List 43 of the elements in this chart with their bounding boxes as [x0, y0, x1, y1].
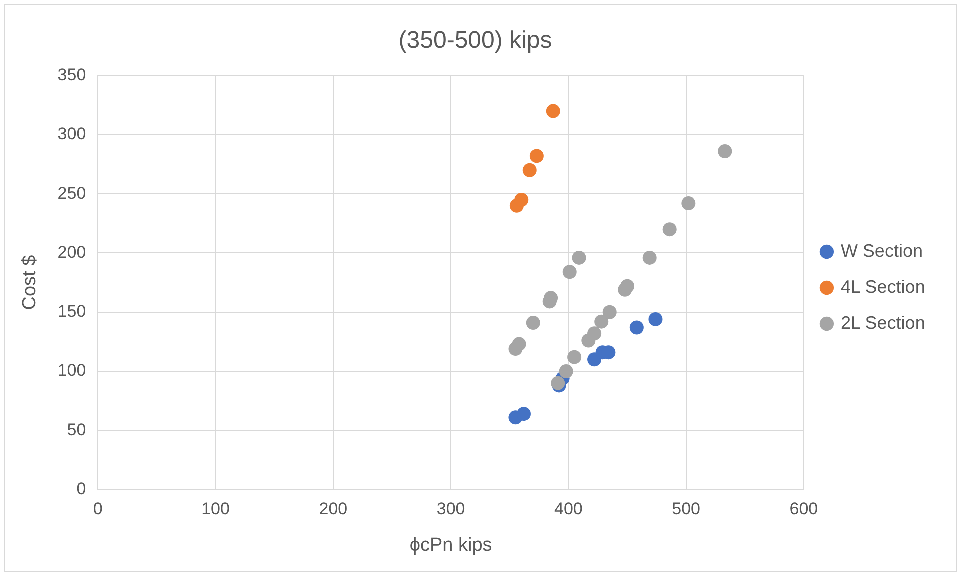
y-axis-title: Cost $ [20, 254, 41, 310]
point [559, 364, 574, 379]
legend-label: 4L Section [840, 276, 926, 297]
y-tick-label: 350 [58, 65, 86, 84]
point [602, 305, 617, 320]
point [551, 376, 566, 390]
point [648, 312, 663, 326]
y-tick-label: 100 [58, 361, 86, 380]
y-tick-label: 50 [67, 420, 86, 440]
point [568, 350, 582, 364]
x-axis-title: ϕcPn kips [410, 534, 492, 556]
point [588, 326, 602, 341]
point [562, 265, 577, 280]
point [546, 104, 560, 118]
point [572, 250, 586, 265]
x-tick-label: 600 [790, 500, 818, 519]
point [512, 337, 526, 352]
y-tick-label: 0 [76, 479, 86, 498]
y-tick-label: 200 [58, 242, 86, 262]
point [594, 314, 609, 329]
x-tick-label: 100 [202, 500, 230, 519]
point [526, 316, 540, 330]
chart-title: (350-500) kips [398, 27, 552, 54]
point [514, 193, 529, 207]
y-tick-label: 300 [58, 124, 86, 144]
point [522, 163, 537, 178]
legend-label: 2L Section [840, 312, 926, 333]
legend-label: W Section [840, 240, 923, 261]
point [682, 196, 696, 211]
x-tick-label: 200 [319, 500, 348, 519]
y-tick-label: 150 [58, 302, 86, 322]
x-tick-label: 300 [436, 500, 466, 519]
x-tick-label: 500 [672, 500, 700, 519]
point [630, 320, 644, 335]
x-tick-label: 0 [93, 500, 103, 519]
point [642, 250, 657, 265]
point [516, 407, 531, 422]
point [620, 279, 634, 294]
x-tick-label: 400 [554, 500, 583, 519]
point [530, 149, 544, 164]
point [662, 222, 677, 237]
point [718, 144, 732, 159]
y-tick-label: 250 [58, 184, 86, 203]
